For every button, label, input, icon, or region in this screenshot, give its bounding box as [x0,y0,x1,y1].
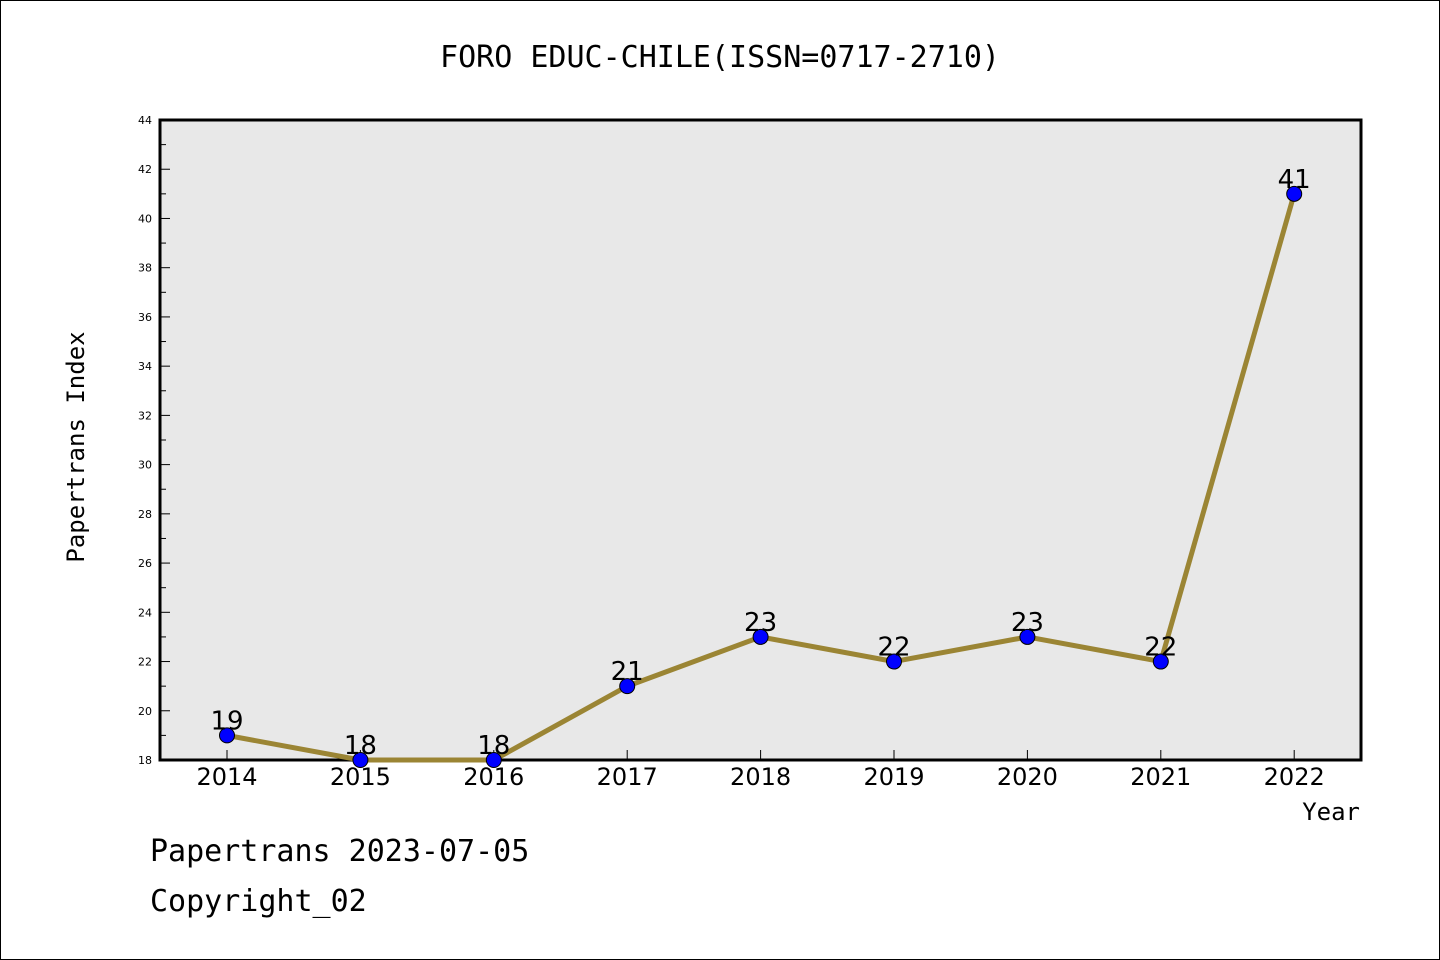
y-tick-label: 32 [138,409,152,422]
x-tick-label: 2020 [997,763,1058,791]
x-tick-label: 2019 [863,763,924,791]
footer-copyright: Copyright_02 [150,884,367,919]
y-tick-label: 22 [138,656,152,669]
data-point [485,752,502,768]
x-tick-label: 2014 [196,763,257,791]
data-label: 19 [210,706,243,736]
data-point [1019,628,1036,645]
data-label: 22 [1144,633,1177,663]
data-label: 18 [477,731,510,761]
data-point [219,727,235,744]
y-tick-label: 30 [138,459,152,472]
x-tick-label: 2022 [1264,763,1325,791]
y-tick-label: 44 [138,114,152,127]
data-point [1286,185,1303,202]
x-tick-label: 2018 [730,763,791,791]
series-line-group [219,185,1303,768]
y-tick-label: 24 [138,606,152,619]
y-tick-label: 38 [138,262,152,275]
data-label: 41 [1278,165,1311,195]
data-point [1152,653,1169,670]
data-label: 18 [344,731,377,761]
data-label: 21 [611,657,644,687]
y-axis-title: Papertrans Index [62,331,90,562]
plot-area [158,118,1363,762]
x-tick-label: 2017 [597,763,658,791]
data-labels: 19 18 18 21 23 22 23 22 41 [210,165,1310,761]
data-point [886,653,902,670]
data-label: 23 [1011,608,1044,638]
data-point [752,628,769,645]
data-point [352,752,369,768]
y-tick-label: 40 [138,212,152,225]
x-axis: 2014 2015 2016 2017 2018 2019 2020 2021 2022 [196,750,1325,791]
y-tick-label: 36 [138,311,152,324]
data-label: 23 [744,608,777,638]
data-label: 22 [877,633,910,663]
y-tick-label: 28 [138,508,152,521]
x-axis-title: Year [1302,798,1360,826]
y-tick-label: 20 [138,705,152,718]
footer-date: Papertrans 2023-07-05 [150,834,530,869]
y-axis: 18 20 22 24 26 28 30 32 34 36 38 40 42 44 [138,114,170,767]
y-tick-label: 42 [138,163,152,176]
y-tick-label: 26 [138,557,152,570]
chart-title: FORO EDUC-CHILE(ISSN=0717-2710) [440,40,1000,75]
x-tick-label: 2021 [1130,763,1191,791]
y-tick-label: 18 [138,754,152,767]
y-tick-label: 34 [138,360,152,373]
data-point [619,678,636,695]
